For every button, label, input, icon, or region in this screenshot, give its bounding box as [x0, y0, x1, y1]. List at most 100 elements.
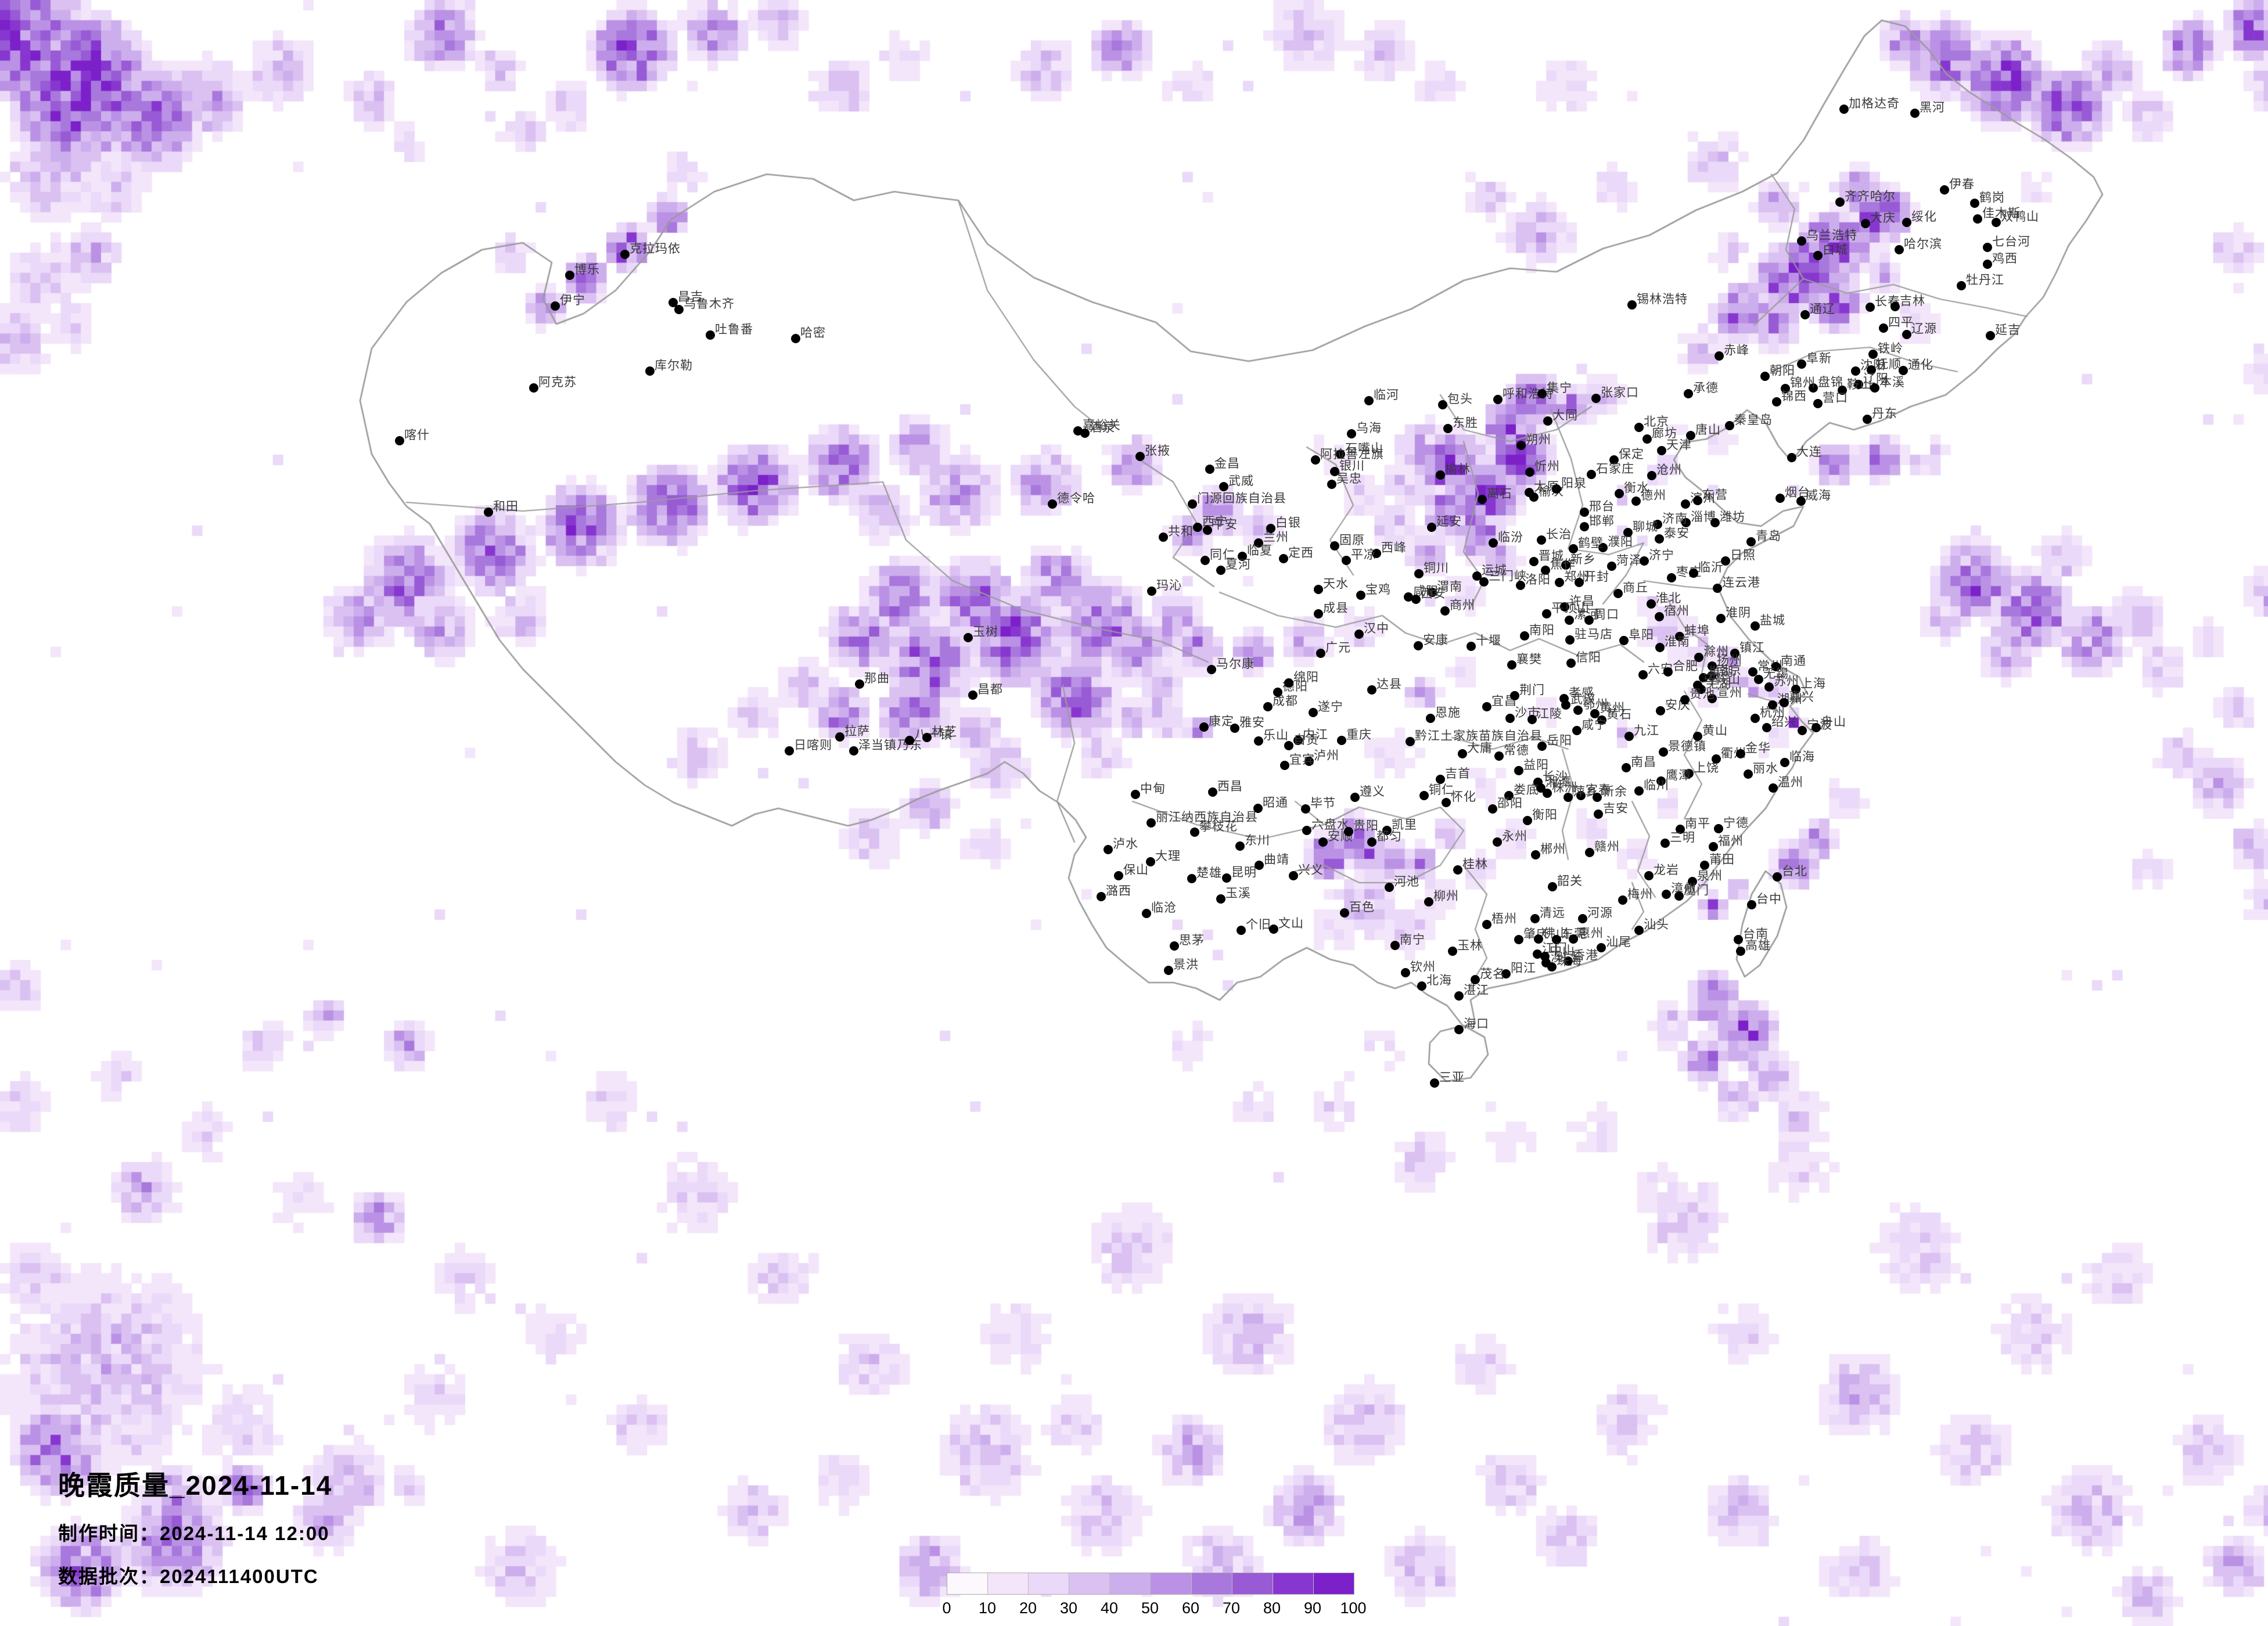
city-label: 淄博	[1691, 510, 1716, 524]
city-label: 双鸭山	[2001, 210, 2039, 224]
city-label: 黑河	[1920, 101, 1945, 114]
city-label: 临夏	[1247, 544, 1273, 557]
city-label: 达县	[1376, 678, 1402, 691]
city-label: 阿拉善左旗	[1320, 448, 1384, 461]
city-dot	[1340, 908, 1349, 918]
city-label: 平凉	[1351, 548, 1376, 562]
city-dot	[1781, 384, 1790, 393]
city-dot	[1791, 685, 1800, 694]
city-label: 台中	[1756, 893, 1782, 906]
city-label: 郴州	[1540, 843, 1566, 856]
city-label: 鹰潭	[1666, 769, 1691, 782]
city-dot	[1681, 499, 1690, 509]
city-dot	[551, 301, 560, 311]
city-label: 南平	[1685, 817, 1710, 830]
city-dot	[1634, 786, 1644, 796]
city-dot	[1289, 871, 1298, 880]
city-label: 黄山	[1702, 724, 1728, 738]
city-dot	[1580, 508, 1589, 517]
production-time-value: 2024-11-14 12:00	[160, 1523, 330, 1544]
city-label: 六盘水	[1311, 818, 1350, 832]
city-label: 重庆	[1346, 728, 1372, 742]
city-label: 沧州	[1656, 463, 1682, 477]
city-label: 昌都	[977, 683, 1003, 696]
city-label: 潞西	[1106, 884, 1131, 898]
city-dot	[1940, 185, 1949, 195]
city-label: 河源	[1587, 906, 1613, 920]
city-label: 蚌埠	[1684, 624, 1710, 638]
city-dot	[1146, 818, 1156, 828]
city-label: 菏泽	[1616, 554, 1642, 567]
city-label: 厦门	[1684, 884, 1709, 897]
city-dot	[1529, 492, 1539, 502]
city-dot	[1488, 804, 1497, 814]
city-label: 同仁	[1210, 548, 1235, 562]
city-dot	[1576, 791, 1586, 800]
legend-tick-label: 0	[942, 1599, 951, 1617]
legend-tick-label: 60	[1181, 1599, 1200, 1617]
city-dot	[1957, 281, 1966, 290]
production-time-row: 制作时间：2024-11-14 12:00	[58, 1518, 332, 1546]
city-label: 孝感	[1569, 686, 1594, 700]
city-dot	[1458, 749, 1467, 758]
city-label: 湛江	[1464, 984, 1489, 997]
city-dot	[1443, 424, 1453, 433]
city-label: 宝鸡	[1365, 583, 1391, 596]
city-dot	[1428, 588, 1437, 597]
city-dot	[1655, 534, 1664, 544]
city-dot	[1867, 365, 1876, 375]
city-dot	[1694, 653, 1703, 662]
city-label: 上饶	[1694, 761, 1719, 775]
city-dot	[645, 366, 655, 376]
city-label: 加格达奇	[1849, 97, 1900, 110]
production-time-label: 制作时间：	[58, 1523, 160, 1544]
city-label: 南京	[1716, 664, 1742, 677]
legend-tick-label: 50	[1141, 1599, 1159, 1617]
city-dot	[1868, 350, 1878, 359]
legend-color-box	[947, 1573, 989, 1594]
city-dot	[1797, 236, 1806, 246]
city-label: 烟台	[1785, 486, 1810, 499]
city-dot	[1417, 981, 1426, 991]
city-label: 乐山	[1263, 729, 1289, 742]
city-label: 杭州	[1760, 706, 1785, 720]
legend-tick-labels: 0 10 20 30 40 50 60 70 80 90 100	[942, 1599, 1366, 1619]
city-label: 青岛	[1756, 530, 1781, 543]
city-label: 玉树	[973, 625, 998, 639]
city-dot	[1537, 742, 1547, 751]
city-dot	[1734, 935, 1743, 944]
city-dot	[1712, 754, 1721, 764]
city-label: 自贡	[1293, 733, 1319, 747]
city-label: 景洪	[1173, 958, 1199, 972]
city-label: 阜阳	[1629, 628, 1654, 642]
data-batch-row: 数据批次：2024111400UTC	[58, 1561, 332, 1589]
city-dot	[1342, 556, 1351, 565]
city-label: 绥化	[1911, 210, 1937, 224]
city-dot	[1675, 632, 1684, 641]
city-dot	[1634, 926, 1644, 935]
city-dot	[1471, 975, 1480, 984]
city-dot	[1578, 914, 1587, 923]
city-dot	[1501, 969, 1511, 979]
city-dot	[1736, 749, 1745, 758]
city-label: 驻马店	[1575, 628, 1613, 641]
city-dot	[1208, 787, 1217, 797]
city-label: 西峰	[1381, 541, 1407, 555]
city-label: 渭南	[1437, 580, 1462, 593]
city-label: 集宁	[1547, 382, 1572, 395]
city-label: 连云港	[1722, 576, 1760, 589]
city-dot	[1680, 695, 1690, 704]
city-dot	[1693, 732, 1702, 741]
city-dot	[1311, 455, 1320, 465]
city-dot	[1280, 761, 1289, 770]
city-label: 临汾	[1498, 531, 1523, 544]
city-dot	[1448, 947, 1457, 956]
city-label: 天津	[1666, 438, 1692, 452]
city-dot	[1424, 897, 1433, 906]
city-dot	[1222, 873, 1231, 883]
city-dot	[1440, 606, 1450, 616]
city-dot	[1663, 667, 1673, 677]
city-label: 兰州	[1263, 531, 1289, 544]
city-label: 广元	[1325, 641, 1351, 654]
city-dot	[1638, 670, 1648, 679]
